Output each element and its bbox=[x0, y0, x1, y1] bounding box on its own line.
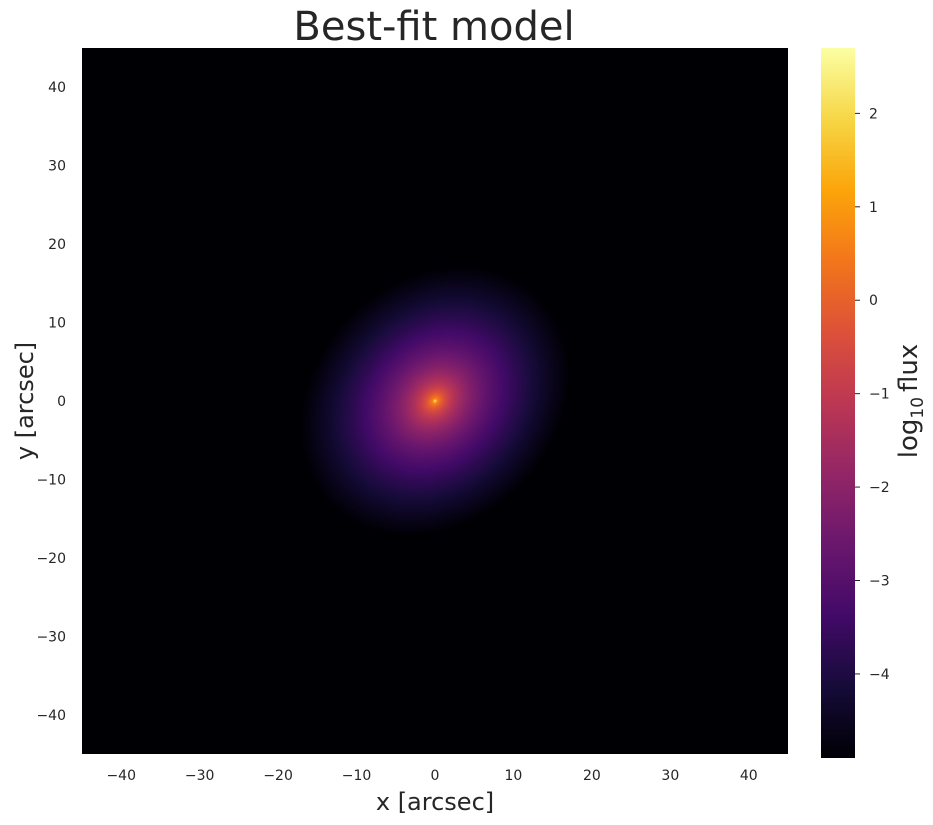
y-tick-label: 0 bbox=[57, 394, 66, 410]
colorbar-tick-label: −3 bbox=[869, 574, 890, 590]
y-tick-label: −20 bbox=[36, 551, 66, 567]
y-tick-label: −30 bbox=[36, 629, 66, 645]
colorbar-tick-label: −1 bbox=[869, 387, 890, 403]
chart-title: Best-fit model bbox=[293, 4, 574, 50]
colorbar-label-tail: flux bbox=[894, 344, 924, 392]
x-tick-label: 30 bbox=[661, 768, 679, 784]
x-tick-label: 0 bbox=[431, 768, 440, 784]
x-tick-label: −20 bbox=[263, 768, 293, 784]
colorbar-tick-label: 1 bbox=[869, 200, 878, 216]
x-tick-label: −10 bbox=[342, 768, 372, 784]
x-axis-label: x [arcsec] bbox=[376, 788, 494, 816]
heatmap-image bbox=[82, 48, 788, 754]
colorbar-tick-label: −2 bbox=[869, 480, 890, 496]
colorbar-tick-label: 0 bbox=[869, 293, 878, 309]
plot-area bbox=[82, 48, 788, 754]
colorbar-label-main: log bbox=[894, 419, 924, 459]
x-tick-label: 10 bbox=[505, 768, 523, 784]
colorbar-tick-label: 2 bbox=[869, 106, 878, 122]
colorbar-gradient bbox=[821, 48, 855, 758]
y-tick-label: 10 bbox=[48, 316, 66, 332]
y-axis-ticks: −40 −30 −20 −10 0 10 20 30 40 bbox=[36, 80, 66, 724]
x-tick-label: 20 bbox=[583, 768, 601, 784]
y-tick-label: −10 bbox=[36, 472, 66, 488]
y-tick-label: 40 bbox=[48, 80, 66, 96]
x-axis-ticks: −40 −30 −20 −10 0 10 20 30 40 bbox=[106, 768, 757, 784]
y-tick-label: −40 bbox=[36, 708, 66, 724]
colorbar-tick-label: −4 bbox=[869, 667, 890, 683]
x-tick-label: 40 bbox=[740, 768, 758, 784]
y-tick-label: 30 bbox=[48, 159, 66, 175]
colorbar-label-sub: 10 bbox=[908, 397, 928, 419]
colorbar-ticks: −4 −3 −2 −1 0 1 2 bbox=[855, 106, 890, 683]
y-tick-label: 20 bbox=[48, 237, 66, 253]
x-tick-label: −30 bbox=[185, 768, 215, 784]
colorbar bbox=[821, 48, 855, 758]
y-axis-label: y [arcsec] bbox=[11, 342, 39, 460]
x-tick-label: −40 bbox=[106, 768, 136, 784]
colorbar-label: log10 flux bbox=[894, 344, 928, 459]
